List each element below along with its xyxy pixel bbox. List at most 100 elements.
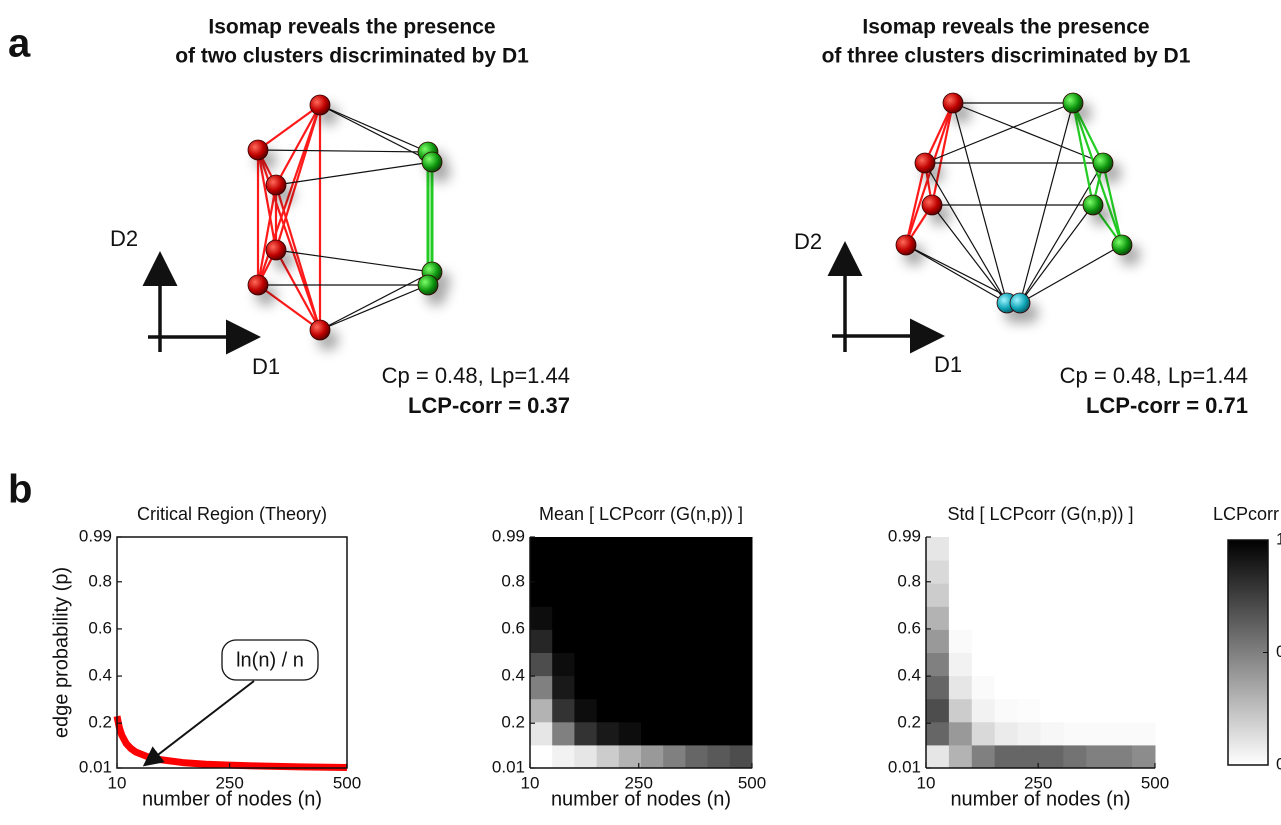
- heatmap-cell: [971, 606, 996, 630]
- heatmap-cell: [596, 675, 620, 700]
- heatmap-cell: [663, 652, 686, 677]
- heatmap-cell: [1040, 629, 1064, 653]
- edge: [1019, 162, 1104, 304]
- heatmap-cell: [994, 606, 1019, 630]
- y-tick-label: 0.01: [492, 757, 525, 776]
- annotation-box: [221, 639, 319, 681]
- heatmap-cell: [1063, 721, 1087, 746]
- axis-label: D1: [252, 354, 280, 379]
- heatmap-cell: [948, 744, 973, 769]
- heatmap-cell: [1063, 744, 1087, 769]
- x-axis-label: number of nodes (n): [142, 788, 322, 810]
- heatmap-cell: [574, 675, 598, 700]
- network-title: Isomap reveals the presence: [862, 16, 1149, 39]
- x-tick-label: 500: [738, 773, 766, 792]
- heatmap-cell: [1086, 698, 1110, 723]
- heatmap-cell: [948, 560, 973, 584]
- edge: [952, 102, 1008, 304]
- heatmap-cell: [596, 698, 620, 723]
- heatmap-cell: [971, 721, 996, 746]
- y-tick-label: 0.4: [897, 666, 921, 685]
- heatmap-cell: [1086, 675, 1110, 700]
- edge: [952, 102, 1104, 164]
- heatmap-cell: [1040, 560, 1064, 584]
- heatmap-cell: [685, 537, 709, 561]
- heatmap-cell: [596, 652, 620, 677]
- x-tick-label: 250: [625, 773, 653, 792]
- heatmap-cell: [618, 675, 642, 700]
- heatmap-cell: [574, 560, 598, 584]
- x-axis-label: number of nodes (n): [551, 788, 731, 810]
- heatmap-cell: [707, 560, 731, 584]
- heatmap-cell: [618, 537, 642, 561]
- heatmap-cell: [685, 606, 709, 630]
- heatmap-cell: [530, 606, 553, 630]
- edge: [931, 204, 1008, 304]
- heatmap-cell: [596, 606, 620, 630]
- heatmap-cell: [1063, 560, 1087, 584]
- heatmap-cell: [663, 698, 686, 723]
- heatmap-cell: [641, 583, 664, 607]
- heatmap-cell: [552, 675, 575, 700]
- heatmap-cell: [1132, 629, 1156, 653]
- y-tick-label: 0.01: [888, 757, 921, 776]
- heatmap-cell: [641, 721, 664, 746]
- heatmap-cell: [707, 537, 731, 561]
- heatmap-cell: [1040, 675, 1064, 700]
- heatmap-cell: [729, 721, 753, 746]
- colorbar-label: LCPcorr: [1213, 504, 1279, 524]
- heatmap-cell: [926, 652, 950, 677]
- edge: [905, 244, 1008, 304]
- network-stats: Cp = 0.48, Lp=1.44: [1060, 363, 1248, 388]
- heatmap-cell: [1132, 652, 1156, 677]
- heatmap-cell: [971, 652, 996, 677]
- heatmap-cell: [1109, 675, 1133, 700]
- heatmap-cell: [685, 698, 709, 723]
- heatmap-cell: [926, 629, 950, 653]
- heatmap-cell: [641, 652, 664, 677]
- annotation-arrow: [142, 680, 255, 767]
- y-tick-label: 0.2: [897, 713, 921, 732]
- edge: [275, 161, 433, 186]
- heatmap-cell: [1132, 721, 1156, 746]
- heatmap-cell: [618, 583, 642, 607]
- heatmap-cell: [926, 537, 950, 561]
- heatmap-cell: [1132, 560, 1156, 584]
- heatmap-cell: [1017, 629, 1041, 653]
- heatmap-cell: [1063, 698, 1087, 723]
- x-tick-label: 500: [1141, 773, 1169, 792]
- edge: [904, 162, 927, 246]
- heatmap-cell: [1017, 698, 1041, 723]
- heatmap-cell: [1017, 537, 1041, 561]
- heatmap-cell: [663, 675, 686, 700]
- edge: [275, 249, 433, 273]
- heatmap-cell: [618, 744, 642, 769]
- heatmap-cell: [994, 652, 1019, 677]
- chart-title: Mean [ LCPcorr (G(n,p)) ]: [539, 504, 743, 524]
- heatmap-cell: [926, 606, 950, 630]
- y-tick-label: 0.8: [897, 571, 921, 590]
- heatmap-cell: [596, 629, 620, 653]
- heatmap-cell: [994, 675, 1019, 700]
- node: [417, 274, 439, 296]
- heatmap-cell: [552, 698, 575, 723]
- heatmap-cell: [618, 721, 642, 746]
- heatmap-cell: [994, 698, 1019, 723]
- panel-label: a: [8, 22, 31, 66]
- heatmap-cell: [618, 652, 642, 677]
- axis-label: D2: [110, 226, 138, 251]
- heatmap-cell: [663, 583, 686, 607]
- heatmap-cell: [1063, 652, 1087, 677]
- heatmap-cell: [641, 606, 664, 630]
- y-axis-label: edge probability (p): [50, 567, 72, 738]
- y-tick-label: 0.01: [79, 757, 112, 776]
- node: [1082, 194, 1104, 216]
- axis-label: D1: [934, 352, 962, 377]
- y-tick-label: 0.6: [88, 618, 112, 637]
- heatmap-cell: [552, 721, 575, 746]
- heatmap-cell: [1109, 560, 1133, 584]
- heatmap-cell: [1063, 629, 1087, 653]
- heatmap-cell: [926, 560, 950, 584]
- heatmap-cell: [552, 629, 575, 653]
